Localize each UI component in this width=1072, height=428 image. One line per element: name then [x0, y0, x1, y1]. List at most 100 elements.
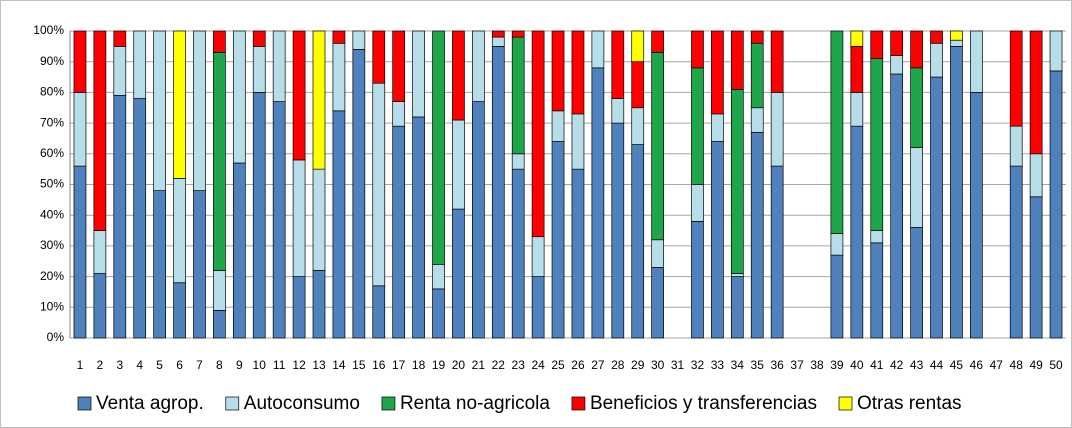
bar-segment — [611, 30, 625, 99]
bar-segment — [691, 67, 704, 185]
bar-segment — [830, 30, 844, 234]
bar-segment — [770, 92, 784, 167]
x-tick-label: 31 — [671, 358, 685, 372]
bar-segment — [730, 273, 744, 277]
x-tick-label: 36 — [770, 358, 784, 372]
bar-segment — [571, 113, 585, 170]
bar-segment — [730, 30, 744, 90]
bar-segment — [173, 30, 186, 179]
bar-segment — [651, 267, 664, 339]
bar-segment — [850, 30, 864, 47]
bar-segment — [332, 110, 346, 339]
bar-segment — [591, 67, 605, 339]
x-tick-label: 35 — [751, 358, 765, 372]
bar-segment — [651, 30, 664, 53]
bar-segment — [193, 30, 206, 191]
x-tick-label: 42 — [890, 358, 904, 372]
bar-segment — [890, 55, 904, 75]
y-tick-label: 50% — [40, 177, 64, 191]
bar-segment — [292, 30, 306, 161]
x-tick-label: 1 — [77, 358, 84, 372]
bar-segment — [950, 39, 963, 47]
bar-segment — [153, 30, 166, 191]
bar-segment — [890, 73, 904, 339]
bar-segment — [531, 236, 545, 277]
x-tick-label: 49 — [1029, 358, 1043, 372]
bar-segment — [1009, 165, 1023, 339]
bar-segment — [1029, 196, 1043, 339]
bar-segment — [910, 30, 923, 69]
x-tick-label: 7 — [196, 358, 203, 372]
x-tick-label: 6 — [176, 358, 183, 372]
legend-swatch — [571, 396, 586, 411]
bar-segment — [252, 45, 266, 93]
bar-segment — [412, 116, 425, 339]
bar-segment — [452, 119, 465, 210]
bar-segment — [930, 30, 943, 44]
x-tick-label: 24 — [531, 358, 545, 372]
bar-segment — [452, 208, 465, 339]
bar-segment — [153, 190, 166, 339]
bar-segment — [432, 263, 445, 290]
bar-segment — [551, 141, 565, 339]
bar-segment — [173, 282, 186, 339]
x-tick-label: 37 — [790, 358, 804, 372]
y-tick-label: 100% — [33, 23, 64, 37]
bar-segment — [232, 162, 246, 339]
bar-segment — [730, 276, 744, 339]
bar-segment — [392, 101, 406, 127]
bar-segment — [1009, 30, 1023, 127]
bar-segment — [850, 92, 864, 127]
bar-segment — [73, 165, 87, 339]
bar-segment — [631, 61, 645, 109]
bar-segment — [711, 113, 724, 142]
bar-segment — [332, 42, 346, 112]
x-tick-label: 3 — [116, 358, 123, 372]
bar-segment — [93, 230, 107, 274]
bar-segment — [511, 30, 525, 38]
bar-segment — [472, 101, 485, 339]
x-tick-label: 38 — [810, 358, 824, 372]
bar-segment — [930, 42, 943, 78]
x-tick-label: 45 — [950, 358, 964, 372]
x-tick-label: 44 — [930, 358, 944, 372]
bar-segment — [930, 76, 943, 339]
bar-segment — [213, 52, 226, 271]
bar-segment — [830, 233, 844, 256]
bar-segment — [691, 184, 704, 222]
bar-segment — [750, 131, 764, 339]
bar-segment — [511, 153, 525, 170]
bar-segment — [571, 168, 585, 339]
bar-segment — [1029, 30, 1043, 155]
x-tick-label: 32 — [691, 358, 705, 372]
bar-segment — [312, 270, 326, 339]
bar-segment — [213, 270, 226, 311]
bar-segment — [252, 92, 266, 339]
y-tick-label: 20% — [40, 269, 64, 283]
bar-segment — [910, 227, 923, 339]
x-tick-label: 8 — [216, 358, 223, 372]
bar-segment — [1029, 153, 1043, 198]
x-tick-label: 4 — [136, 358, 143, 372]
bar-segment — [113, 30, 127, 47]
bar-segment — [73, 30, 87, 93]
x-tick-label: 33 — [711, 358, 725, 372]
bar-segment — [133, 98, 147, 339]
legend-label: Renta no-agricola — [400, 393, 550, 414]
y-tick-label: 0% — [47, 330, 65, 344]
x-tick-label: 23 — [512, 358, 526, 372]
bar-segment — [93, 273, 107, 339]
bar-segment — [472, 30, 485, 102]
bar-segment — [750, 107, 764, 133]
bar-segment — [252, 30, 266, 47]
x-tick-label: 5 — [156, 358, 163, 372]
x-tick-label: 10 — [253, 358, 267, 372]
y-tick-label: 90% — [40, 54, 64, 68]
x-tick-label: 17 — [392, 358, 406, 372]
x-tick-label: 19 — [432, 358, 446, 372]
x-tick-label: 12 — [292, 358, 306, 372]
bar-segment — [412, 30, 425, 118]
bar-segment — [850, 125, 864, 339]
bar-segment — [551, 30, 565, 112]
